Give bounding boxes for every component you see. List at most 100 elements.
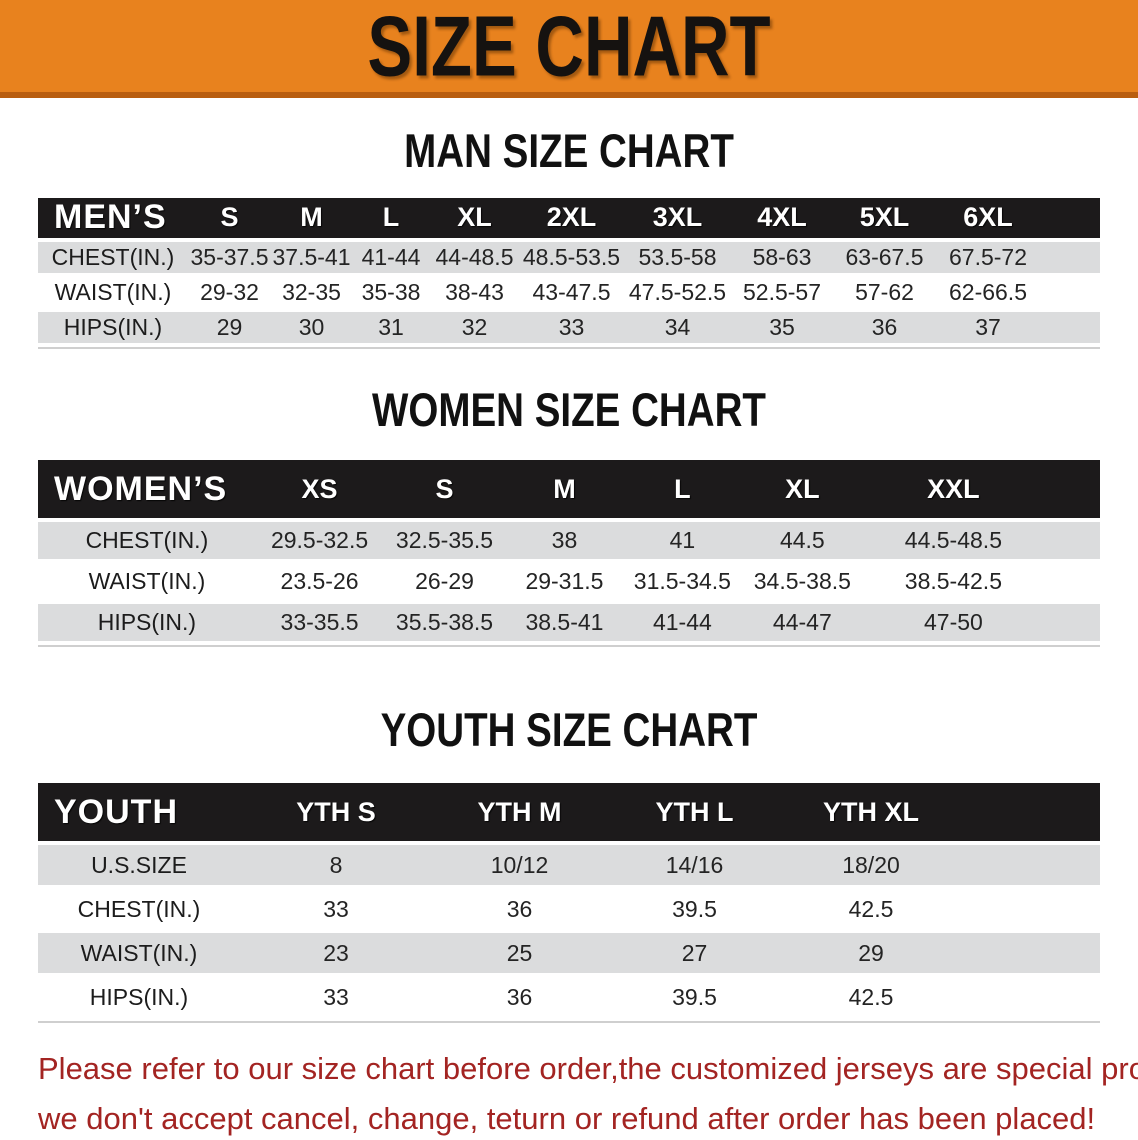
men-size-section: MAN SIZE CHART MEN’S S M L XL 2XL 3XL 4XL 5XL 6XL…: [0, 98, 1138, 349]
disclaimer-line-1: Please refer to our size chart before or…: [38, 1051, 1138, 1087]
measurement-row: HIPS(IN.) 29 30 31 32 33 34 35 36 37: [38, 311, 1100, 343]
column-header-cell: 4XL: [731, 197, 833, 238]
row-label-cell: WAIST(IN.): [38, 933, 240, 974]
spacer-cell: [960, 783, 1100, 842]
youth-size-table: YOUTH YTH S YTH M YTH L YTH XL U.S.SIZE 8 10/1…: [38, 779, 1100, 1024]
value-cell: 47-50: [863, 604, 1044, 642]
value-cell: 33: [240, 889, 432, 930]
value-cell: 33: [519, 311, 624, 343]
value-cell: 38.5-42.5: [863, 563, 1044, 601]
value-cell: 29: [188, 311, 271, 343]
size-header-row: WOMEN’S XS S M L XL XXL: [38, 460, 1100, 519]
youth-size-section: YOUTH SIZE CHART YOUTH YTH S YTH M YTH L YTH…: [0, 647, 1138, 1024]
value-cell: 38.5-41: [505, 604, 624, 642]
value-cell: 39.5: [607, 977, 782, 1018]
men-size-table: MEN’S S M L XL 2XL 3XL 4XL 5XL 6XL CHEST(IN.) 35-3…: [38, 194, 1100, 349]
women-size-section: WOMEN SIZE CHART WOMEN’S XS S M L XL XXL CHEST…: [0, 349, 1138, 648]
size-header-row: YOUTH YTH S YTH M YTH L YTH XL: [38, 783, 1100, 842]
women-section-title: WOMEN SIZE CHART: [372, 382, 766, 436]
value-cell: 29-31.5: [505, 563, 624, 601]
value-cell: 14/16: [607, 845, 782, 886]
spacer-cell: [1040, 241, 1100, 273]
value-cell: 42.5: [782, 977, 960, 1018]
column-header-cell: YTH L: [607, 783, 782, 842]
value-cell: 41-44: [352, 241, 430, 273]
row-label-cell: CHEST(IN.): [38, 522, 256, 560]
spacer-cell: [960, 933, 1100, 974]
value-cell: 36: [432, 889, 607, 930]
row-label-cell: CHEST(IN.): [38, 241, 188, 273]
value-cell: 35-38: [352, 276, 430, 308]
value-cell: 33-35.5: [255, 604, 384, 642]
column-header-cell: M: [271, 197, 352, 238]
column-header-cell: XL: [430, 197, 519, 238]
measurement-row: CHEST(IN.) 35-37.5 37.5-41 41-44 44-48.5 48.5…: [38, 241, 1100, 273]
value-cell: 36: [833, 311, 936, 343]
women-size-table: WOMEN’S XS S M L XL XXL CHEST(IN.) 29.5-32.5 32.…: [38, 456, 1100, 648]
value-cell: 37.5-41: [271, 241, 352, 273]
measurement-row: CHEST(IN.) 33 36 39.5 42.5: [38, 889, 1100, 930]
value-cell: 41-44: [623, 604, 742, 642]
column-header-cell: YTH M: [432, 783, 607, 842]
value-cell: 44-48.5: [430, 241, 519, 273]
column-header-cell: XXL: [863, 460, 1044, 519]
column-header-cell: YTH S: [240, 783, 432, 842]
row-label-cell: WAIST(IN.): [38, 276, 188, 308]
value-cell: 44-47: [741, 604, 864, 642]
value-cell: 33: [240, 977, 432, 1018]
value-cell: 23: [240, 933, 432, 974]
column-header-cell: 2XL: [519, 197, 624, 238]
row-label-cell: WAIST(IN.): [38, 563, 256, 601]
value-cell: 35: [731, 311, 833, 343]
measurement-row: HIPS(IN.) 33 36 39.5 42.5: [38, 977, 1100, 1018]
value-cell: 35.5-38.5: [383, 604, 506, 642]
measurement-row: U.S.SIZE 8 10/12 14/16 18/20: [38, 845, 1100, 886]
spacer-cell: [1043, 460, 1100, 519]
column-header-cell: L: [623, 460, 742, 519]
measurement-row: HIPS(IN.) 33-35.5 35.5-38.5 38.5-41 41-44 44-…: [38, 604, 1100, 642]
column-header-cell: YTH XL: [782, 783, 960, 842]
group-label-cell: MEN’S: [38, 197, 188, 238]
size-header-row: MEN’S S M L XL 2XL 3XL 4XL 5XL 6XL: [38, 197, 1100, 238]
value-cell: 8: [240, 845, 432, 886]
spacer-cell: [1043, 563, 1100, 601]
value-cell: 53.5-58: [624, 241, 731, 273]
value-cell: 47.5-52.5: [624, 276, 731, 308]
column-header-cell: M: [505, 460, 624, 519]
group-label-cell: WOMEN’S: [38, 460, 256, 519]
value-cell: 39.5: [607, 889, 782, 930]
spacer-cell: [1040, 311, 1100, 343]
value-cell: 27: [607, 933, 782, 974]
value-cell: 34.5-38.5: [741, 563, 864, 601]
column-header-cell: XS: [255, 460, 384, 519]
spacer-cell: [1040, 276, 1100, 308]
value-cell: 48.5-53.5: [519, 241, 624, 273]
value-cell: 67.5-72: [936, 241, 1040, 273]
value-cell: 41: [623, 522, 742, 560]
spacer-cell: [960, 889, 1100, 930]
value-cell: 23.5-26: [255, 563, 384, 601]
value-cell: 38-43: [430, 276, 519, 308]
disclaimer: Please refer to our size chart before or…: [0, 1023, 1138, 1140]
spacer-cell: [1043, 604, 1100, 642]
disclaimer-line-2: we don't accept cancel, change, teturn o…: [38, 1100, 1096, 1136]
banner-title: SIZE CHART: [367, 0, 771, 94]
value-cell: 35-37.5: [188, 241, 271, 273]
spacer-cell: [1043, 522, 1100, 560]
youth-section-title: YOUTH SIZE CHART: [380, 703, 758, 757]
column-header-cell: S: [188, 197, 271, 238]
column-header-cell: 5XL: [833, 197, 936, 238]
value-cell: 29.5-32.5: [255, 522, 384, 560]
value-cell: 43-47.5: [519, 276, 624, 308]
value-cell: 32.5-35.5: [383, 522, 506, 560]
value-cell: 58-63: [731, 241, 833, 273]
column-header-cell: S: [383, 460, 506, 519]
value-cell: 31.5-34.5: [623, 563, 742, 601]
men-section-title: MAN SIZE CHART: [404, 124, 734, 177]
measurement-row: CHEST(IN.) 29.5-32.5 32.5-35.5 38 41 44.5 44.5…: [38, 522, 1100, 560]
value-cell: 38: [505, 522, 624, 560]
row-label-cell: U.S.SIZE: [38, 845, 240, 886]
column-header-cell: 6XL: [936, 197, 1040, 238]
measurement-row: WAIST(IN.) 23.5-26 26-29 29-31.5 31.5-34.5 34…: [38, 563, 1100, 601]
value-cell: 25: [432, 933, 607, 974]
